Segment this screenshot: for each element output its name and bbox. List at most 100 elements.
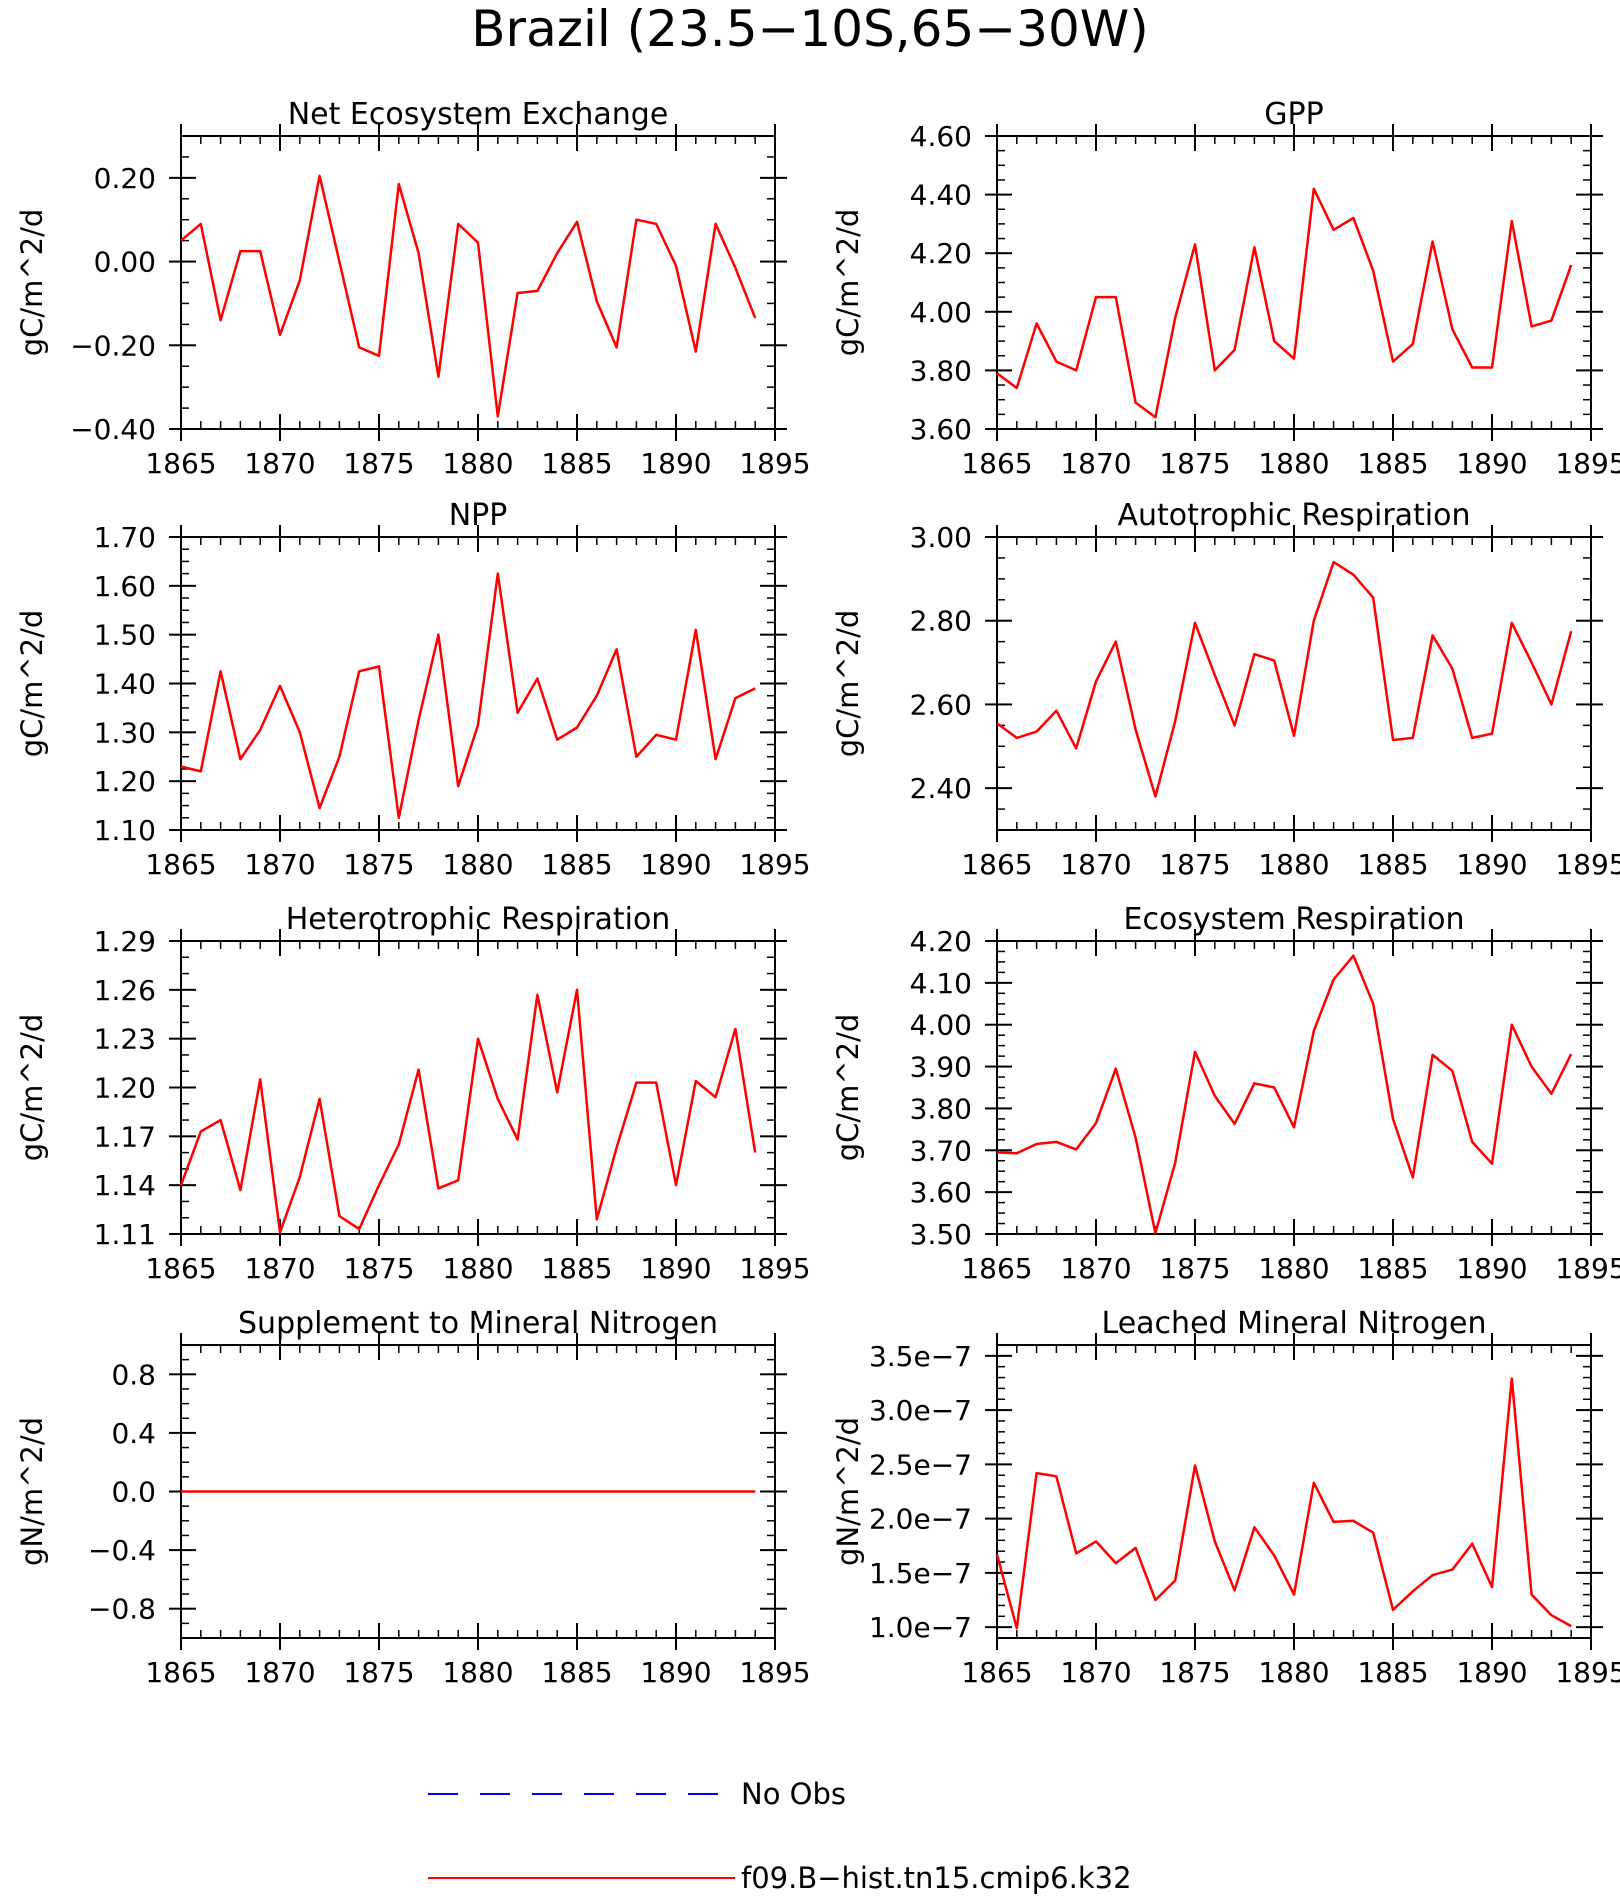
y-axis-label: gC/m^2/d <box>15 209 49 357</box>
y-tick-label: 2.40 <box>910 772 972 805</box>
y-tick-label: 1.10 <box>94 814 156 847</box>
series-line-model <box>996 954 1573 1235</box>
y-tick-label: −0.40 <box>70 413 156 446</box>
x-tick-label: 1895 <box>739 848 810 881</box>
x-tick-label: 1895 <box>1555 1656 1620 1689</box>
x-tick-label: 1875 <box>343 1252 414 1285</box>
series-line-model <box>995 1377 1572 1630</box>
x-tick-label: 1870 <box>1060 848 1131 881</box>
y-tick-label: 0.00 <box>94 246 156 279</box>
y-tick-label: 1.50 <box>94 619 156 652</box>
y-axis-label: gC/m^2/d <box>831 610 865 758</box>
y-axis-label: gC/m^2/d <box>831 1014 865 1162</box>
y-tick-label: 1.14 <box>94 1169 156 1202</box>
y-tick-label: 4.10 <box>910 967 972 1000</box>
y-tick-label: 2.5e−7 <box>869 1448 972 1481</box>
y-tick-label: 1.26 <box>94 974 156 1007</box>
y-tick-label: 4.20 <box>910 237 972 270</box>
x-tick-label: 1885 <box>1357 848 1428 881</box>
x-tick-label: 1895 <box>739 447 810 480</box>
y-tick-label: 2.60 <box>910 688 972 721</box>
x-tick-label: 1870 <box>244 848 315 881</box>
x-tick-label: 1885 <box>541 1656 612 1689</box>
y-tick-label: 2.80 <box>910 605 972 638</box>
x-tick-label: 1875 <box>1159 1656 1230 1689</box>
series-line-model <box>996 187 1573 419</box>
x-tick-label: 1895 <box>739 1656 810 1689</box>
x-tick-label: 1880 <box>442 447 513 480</box>
x-tick-label: 1865 <box>961 848 1032 881</box>
x-tick-label: 1890 <box>640 1252 711 1285</box>
x-tick-label: 1865 <box>145 1656 216 1689</box>
y-tick-label: 0.20 <box>94 162 156 195</box>
x-tick-label: 1890 <box>1456 1656 1527 1689</box>
x-tick-label: 1885 <box>541 848 612 881</box>
x-tick-label: 1880 <box>442 1656 513 1689</box>
y-tick-label: 3.00 <box>910 521 972 554</box>
x-tick-label: 1895 <box>1555 447 1620 480</box>
y-tick-label: 0.0 <box>111 1476 156 1509</box>
y-tick-label: 1.70 <box>94 521 156 554</box>
y-tick-label: 1.20 <box>94 765 156 798</box>
y-tick-label: 3.60 <box>910 413 972 446</box>
x-tick-label: 1890 <box>1456 447 1527 480</box>
x-tick-label: 1890 <box>640 447 711 480</box>
x-tick-label: 1875 <box>343 848 414 881</box>
x-tick-label: 1875 <box>1159 1252 1230 1285</box>
x-tick-label: 1865 <box>961 1252 1032 1285</box>
y-tick-label: 3.80 <box>910 354 972 387</box>
series-line-model <box>179 988 757 1234</box>
y-tick-label: 1.17 <box>94 1120 156 1153</box>
y-tick-label: 1.40 <box>94 668 156 701</box>
y-tick-label: 4.00 <box>910 296 972 329</box>
legend-label-model: f09.B−hist.tn15.cmip6.k32 <box>741 1861 1132 1895</box>
y-tick-label: 1.60 <box>94 570 156 603</box>
y-tick-label: 3.70 <box>910 1134 972 1167</box>
y-tick-label: 1.0e−7 <box>869 1611 972 1644</box>
x-tick-label: 1870 <box>244 447 315 480</box>
y-axis-label: gN/m^2/d <box>15 1417 49 1566</box>
y-tick-label: 1.11 <box>94 1218 156 1251</box>
x-tick-label: 1885 <box>541 1252 612 1285</box>
x-tick-label: 1885 <box>1357 1252 1428 1285</box>
x-tick-label: 1880 <box>1258 1252 1329 1285</box>
x-tick-label: 1870 <box>1060 1252 1131 1285</box>
x-tick-label: 1865 <box>145 1252 216 1285</box>
x-tick-label: 1865 <box>961 1656 1032 1689</box>
x-tick-label: 1870 <box>244 1252 315 1285</box>
series-line-model <box>996 560 1573 798</box>
y-tick-label: 0.4 <box>111 1417 156 1450</box>
y-tick-label: 4.60 <box>910 120 972 153</box>
y-tick-label: 3.90 <box>910 1051 972 1084</box>
x-tick-label: 1880 <box>1258 447 1329 480</box>
x-tick-label: 1890 <box>1456 848 1527 881</box>
legend: No Obs f09.B−hist.tn15.cmip6.k32 <box>428 1777 1132 1895</box>
x-tick-label: 1895 <box>1555 848 1620 881</box>
x-tick-label: 1875 <box>343 447 414 480</box>
x-tick-label: 1895 <box>739 1252 810 1285</box>
y-tick-label: 1.29 <box>94 925 156 958</box>
x-tick-label: 1880 <box>1258 848 1329 881</box>
y-tick-label: −0.4 <box>88 1534 156 1567</box>
x-tick-label: 1875 <box>1159 848 1230 881</box>
x-tick-label: 1890 <box>640 1656 711 1689</box>
x-tick-label: 1880 <box>1258 1656 1329 1689</box>
y-tick-label: 4.00 <box>910 1009 972 1042</box>
x-tick-label: 1890 <box>640 848 711 881</box>
x-tick-label: 1895 <box>1555 1252 1620 1285</box>
x-tick-label: 1870 <box>244 1656 315 1689</box>
y-tick-label: 2.0e−7 <box>869 1503 972 1536</box>
y-tick-label: 4.40 <box>910 179 972 212</box>
y-tick-label: 1.30 <box>94 716 156 749</box>
y-tick-label: −0.8 <box>88 1593 156 1626</box>
y-axis-label: gN/m^2/d <box>831 1417 865 1566</box>
x-tick-label: 1880 <box>442 848 513 881</box>
